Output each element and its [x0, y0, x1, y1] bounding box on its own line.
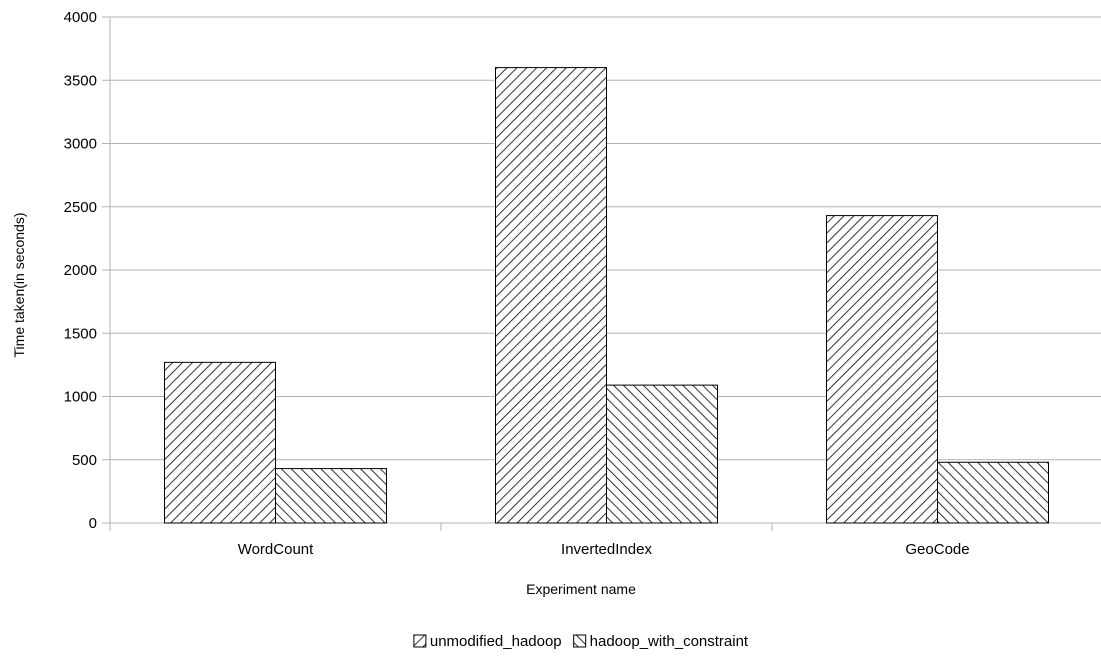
y-tick-label: 4000: [64, 9, 97, 26]
y-axis-ticks: 0 500 1000 1500 2000 2500 3000 3500 4000: [64, 9, 110, 532]
y-tick-label: 3000: [64, 136, 97, 153]
bars: [164, 67, 1049, 524]
x-axis-ticks: WordCount InvertedIndex GeoCode: [109, 523, 970, 558]
legend-label: unmodified_hadoop: [430, 633, 562, 650]
y-tick-label: 1000: [64, 389, 97, 406]
y-tick-label: 1500: [64, 325, 97, 342]
y-tick-label: 2000: [64, 262, 97, 279]
x-tick-label: WordCount: [238, 541, 314, 558]
bar-unmodified_hadoop-GeoCode: [826, 215, 938, 524]
legend-swatch-unmodified_hadoop: [413, 634, 427, 648]
bar-unmodified_hadoop-WordCount: [164, 361, 276, 524]
x-tick-label: GeoCode: [905, 541, 969, 558]
bar-hadoop_with_constraint-WordCount: [275, 468, 387, 524]
x-tick-label: InvertedIndex: [561, 541, 652, 558]
bar-hadoop_with_constraint-GeoCode: [937, 461, 1049, 524]
x-axis-title: Experiment name: [526, 581, 636, 597]
bar-hadoop_with_constraint-InvertedIndex: [606, 384, 718, 524]
y-axis-title: Time taken(in seconds): [11, 213, 27, 358]
bar-unmodified_hadoop-InvertedIndex: [495, 67, 607, 524]
legend-swatch-hadoop_with_constraint: [573, 634, 587, 648]
y-tick-label: 0: [89, 515, 97, 532]
legend: unmodified_hadoop hadoop_with_constraint: [413, 633, 749, 650]
y-tick-label: 3500: [64, 72, 97, 89]
y-tick-label: 2500: [64, 199, 97, 216]
y-tick-label: 500: [72, 452, 97, 469]
legend-label: hadoop_with_constraint: [590, 633, 749, 650]
